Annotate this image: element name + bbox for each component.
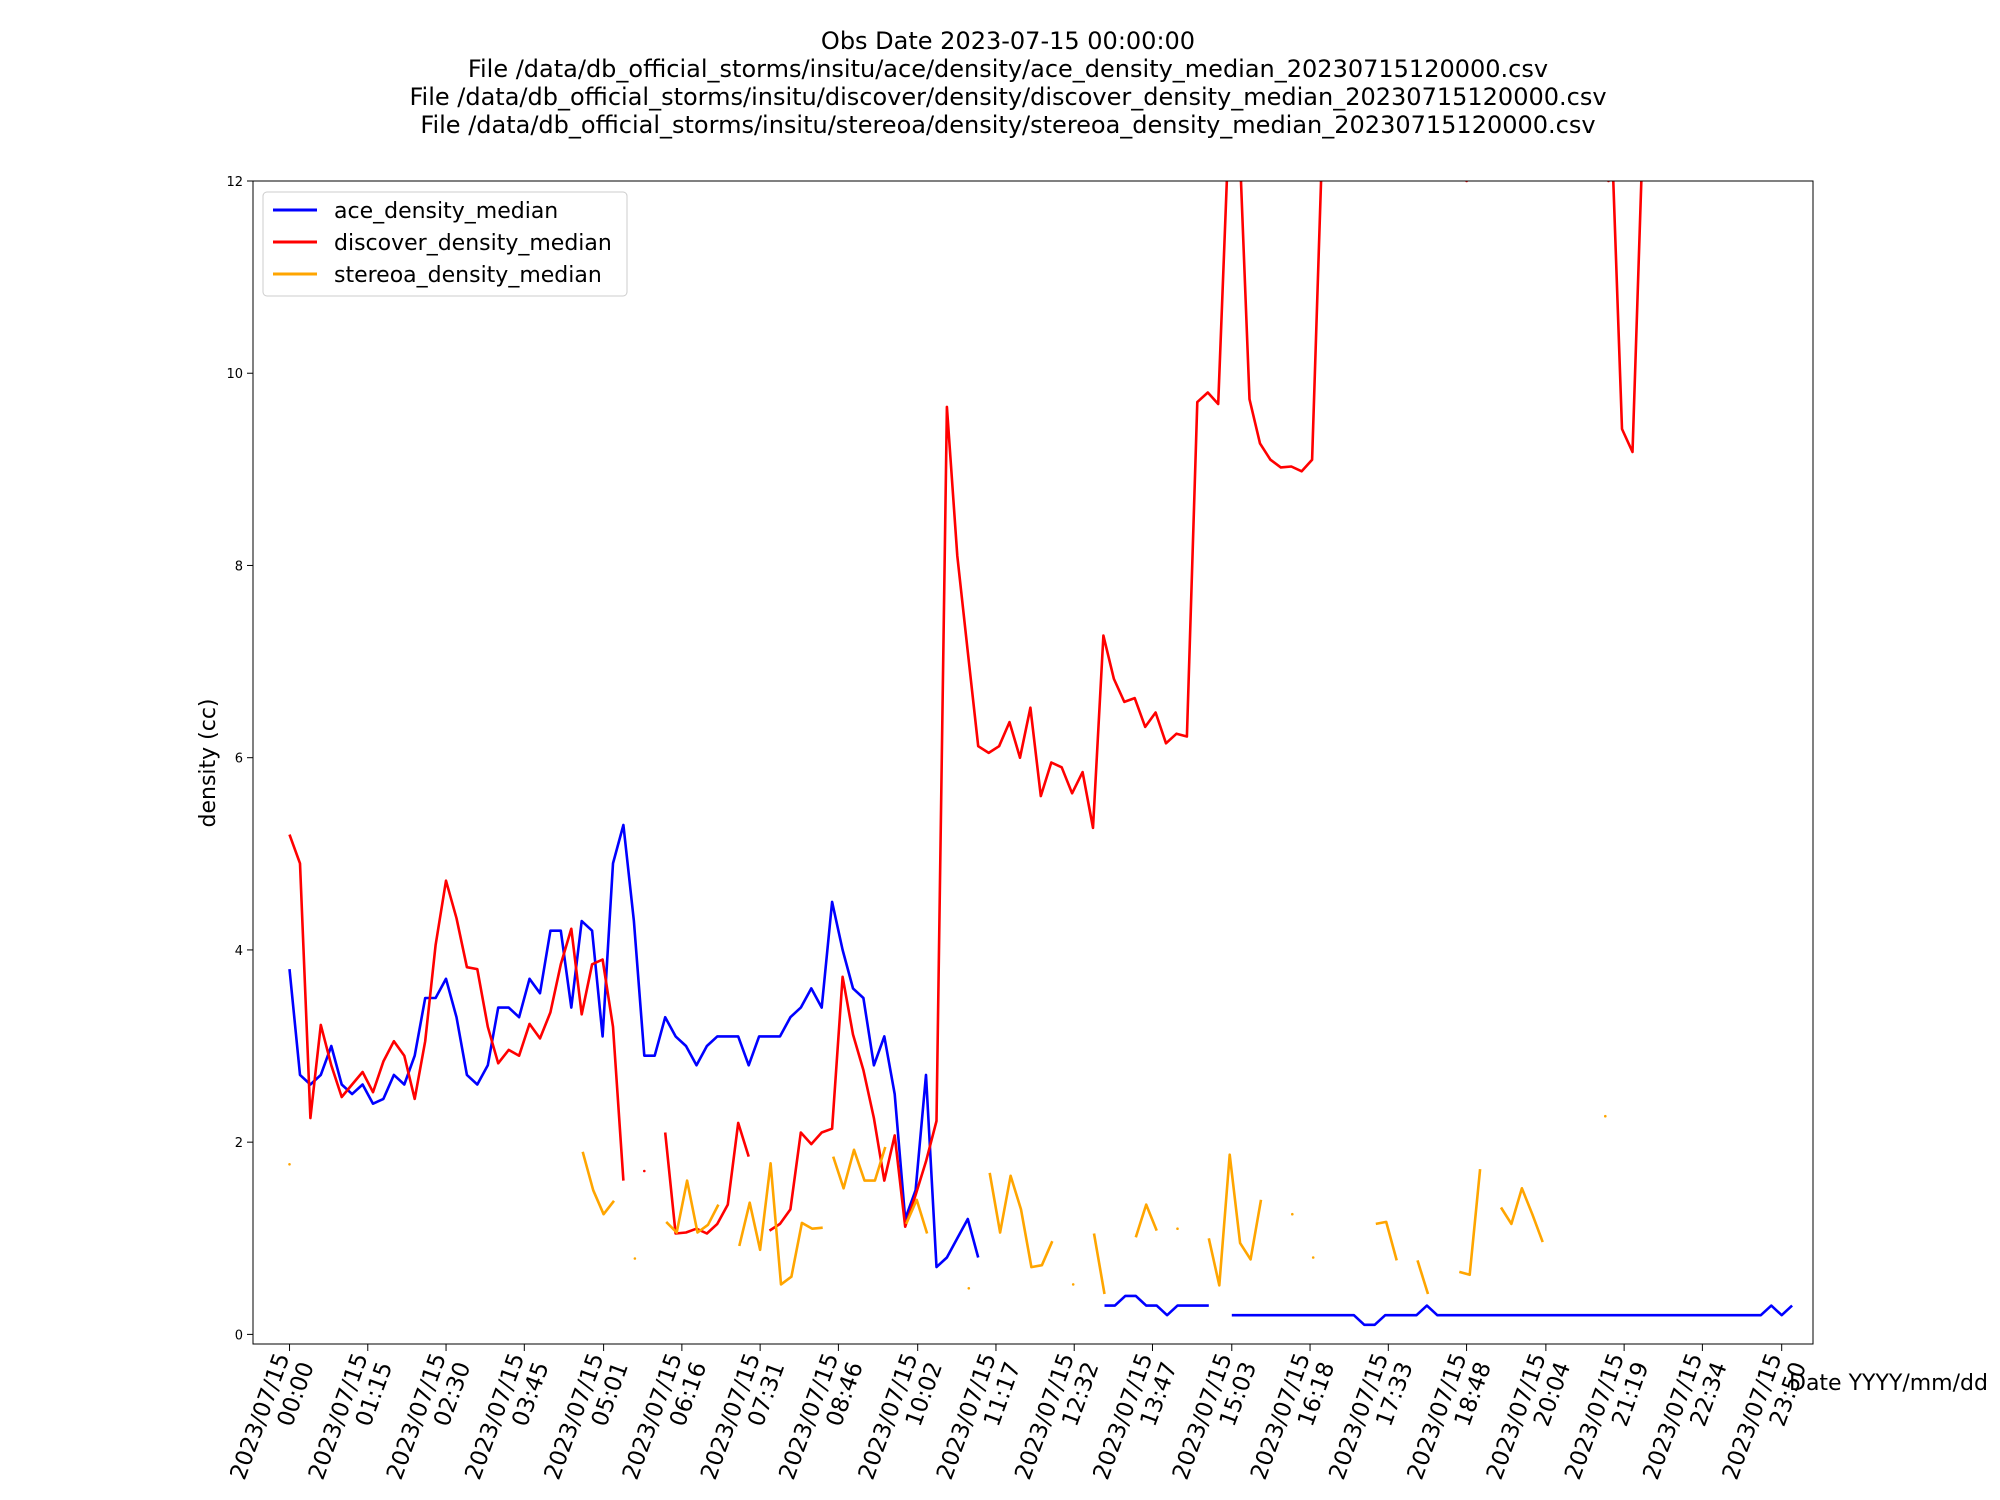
stereoa-density-median-point-1: [633, 1257, 637, 1260]
stereoa-density-median-point-2: [967, 1287, 971, 1290]
title-line-stereoa-file: File /data/db_official_storms/insitu/ste…: [420, 111, 1595, 139]
ace-density-median-segment-2: [1231, 1304, 1793, 1327]
stereoa-density-median-point-7: [1604, 1114, 1607, 1118]
ytick-label-2: 2: [235, 1136, 243, 1151]
x-axis-ticks: 2023/07/1500:002023/07/1501:152023/07/15…: [226, 1344, 1812, 1483]
legend-frame: [262, 191, 628, 297]
stereoa-density-median-point-5: [1291, 1212, 1294, 1216]
stereoa-density-median-segment-3: [831, 1146, 887, 1190]
stereoa-density-median-segment-1: [665, 1179, 720, 1234]
ytick-label-4: 4: [235, 944, 243, 959]
title-line-ace-file: File /data/db_official_storms/insitu/ace…: [468, 55, 1548, 83]
legend-label-ace: ace_density_median: [334, 199, 558, 224]
title-line-discover-file: File /data/db_official_storms/insitu/dis…: [409, 83, 1606, 111]
y-axis-ticks: 0 2 4 6 8 10 12: [226, 175, 253, 1343]
ytick-label-10: 10: [226, 367, 243, 382]
stereoa-density-median-segment-4: [905, 1198, 929, 1234]
chart-title: Obs Date 2023-07-15 00:00:00 File /data/…: [409, 27, 1606, 139]
stereoa-density-median-segment-12: [1499, 1187, 1544, 1243]
discover-density-median-segment-1: [663, 1121, 750, 1235]
stereoa-density-median-segment-6: [1092, 1233, 1106, 1295]
stereoa-density-median-point-6: [1311, 1256, 1315, 1259]
ytick-label-8: 8: [235, 559, 243, 574]
stereoa-density-median-point-0: [288, 1163, 291, 1166]
stereoa-density-median-segment-7: [1134, 1203, 1158, 1238]
legend-label-stereoa: stereoa_density_median: [334, 263, 602, 288]
ytick-label-12: 12: [226, 175, 243, 190]
y-axis-label: density (cc): [196, 698, 221, 827]
stereoa-density-median-segment-2: [738, 1162, 823, 1286]
ace-density-median-segment-1: [1104, 1294, 1209, 1317]
legend-label-discover: discover_density_median: [334, 231, 612, 256]
x-axis-label: Date YYYY/mm/dd: [1789, 1371, 1988, 1396]
stereoa-density-median-segment-8: [1207, 1153, 1263, 1287]
discover-density-median-segment-0: [288, 834, 625, 1181]
stereoa-density-median-segment-9: [1375, 1220, 1398, 1261]
stereoa-density-median-segment-5: [988, 1172, 1054, 1269]
plot-frame: [252, 180, 1814, 1345]
stereoa-density-median-point-3: [1071, 1283, 1075, 1286]
stereoa-density-median-point-4: [1176, 1227, 1179, 1230]
title-line-obs-date: Obs Date 2023-07-15 00:00:00: [821, 27, 1195, 55]
series-layer: [288, 181, 1793, 1327]
ytick-label-6: 6: [235, 752, 243, 767]
stereoa-density-median-segment-11: [1458, 1168, 1482, 1277]
discover-density-median-segment-3: [1611, 181, 1643, 454]
stereoa-density-median-segment-0: [581, 1151, 616, 1216]
discover-density-median-segment-2: [768, 181, 1323, 1232]
legend: ace_density_median discover_density_medi…: [262, 191, 628, 297]
ace-density-median-segment-0: [288, 823, 980, 1269]
discover-density-median-point-0: [643, 1169, 646, 1173]
ytick-label-0: 0: [235, 1328, 243, 1343]
stereoa-density-median-segment-10: [1416, 1260, 1430, 1295]
